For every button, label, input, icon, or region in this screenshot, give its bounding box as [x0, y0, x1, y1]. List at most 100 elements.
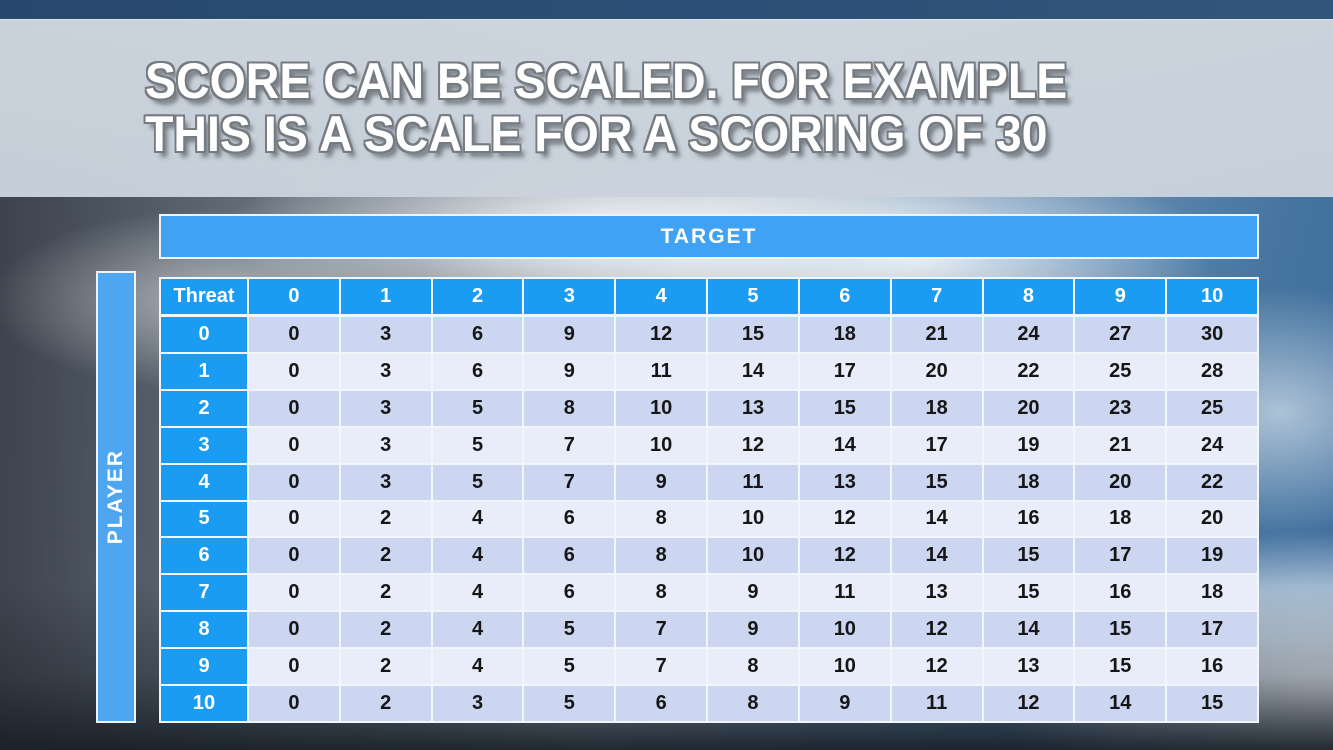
column-header: 2	[432, 279, 523, 314]
score-cell: 2	[340, 612, 431, 648]
score-cell: 18	[799, 317, 890, 352]
column-header: 0	[249, 279, 339, 314]
score-cell: 3	[340, 317, 431, 352]
score-cell: 11	[708, 464, 798, 500]
score-cell: 21	[1075, 427, 1166, 463]
row-header: 2	[161, 390, 247, 426]
score-cell: 27	[1075, 317, 1166, 352]
score-cell: 22	[1167, 464, 1257, 500]
score-cell: 15	[983, 575, 1074, 611]
score-cell: 15	[1167, 686, 1257, 721]
score-cell: 7	[616, 612, 707, 648]
score-cell: 6	[432, 353, 523, 389]
slide-title-line2: THIS IS A SCALE FOR A SCORING OF 30	[145, 106, 1048, 162]
score-cell: 24	[1167, 427, 1257, 463]
score-cell: 12	[891, 649, 982, 685]
score-cell: 2	[340, 575, 431, 611]
score-cell: 10	[708, 538, 798, 574]
score-cell: 15	[708, 317, 798, 352]
score-cell: 10	[799, 649, 890, 685]
score-cell: 12	[616, 317, 707, 352]
score-cell: 25	[1075, 353, 1166, 389]
row-header: 3	[161, 427, 247, 463]
column-header: 4	[616, 279, 707, 314]
score-cell: 8	[708, 649, 798, 685]
score-cell: 9	[708, 612, 798, 648]
score-cell: 9	[708, 575, 798, 611]
score-cell: 10	[799, 612, 890, 648]
score-cell: 0	[249, 686, 339, 721]
score-cell: 6	[616, 686, 707, 721]
row-header: 10	[161, 686, 247, 721]
score-cell: 19	[1167, 538, 1257, 574]
column-header: 3	[524, 279, 615, 314]
score-cell: 12	[891, 612, 982, 648]
score-cell: 2	[340, 501, 431, 537]
score-cell: 0	[249, 612, 339, 648]
score-cell: 7	[524, 464, 615, 500]
player-axis-bar: PLAYER	[96, 271, 136, 723]
score-cell: 15	[799, 390, 890, 426]
score-cell: 12	[799, 538, 890, 574]
score-cell: 16	[983, 501, 1074, 537]
score-cell: 13	[983, 649, 1074, 685]
score-cell: 19	[983, 427, 1074, 463]
score-cell: 4	[432, 575, 523, 611]
score-cell: 7	[616, 649, 707, 685]
title-band: SCORE CAN BE SCALED. FOR EXAMPLE THIS IS…	[0, 19, 1333, 197]
score-cell: 3	[340, 464, 431, 500]
score-cell: 14	[1075, 686, 1166, 721]
score-cell: 3	[432, 686, 523, 721]
row-header: 0	[161, 317, 247, 352]
score-cell: 0	[249, 353, 339, 389]
score-cell: 28	[1167, 353, 1257, 389]
score-cell: 15	[983, 538, 1074, 574]
score-cell: 0	[249, 575, 339, 611]
score-cell: 15	[1075, 612, 1166, 648]
score-cell: 3	[340, 390, 431, 426]
score-matrix-body: 0 0 3 6 9 12 15 18 21 24 27 30 1 0 3 6 9 11 14 17 20 22 25 28 2 0…	[161, 317, 1257, 721]
score-matrix-table: Threat 0 1 2 3 4 5 6 7 8 9 10 0 0 3 6 9 12 15 18 21 24 27 30 1 0…	[159, 277, 1259, 723]
score-cell: 0	[249, 390, 339, 426]
score-cell: 5	[524, 649, 615, 685]
score-cell: 2	[340, 538, 431, 574]
score-cell: 13	[891, 575, 982, 611]
slide-title: SCORE CAN BE SCALED. FOR EXAMPLE THIS IS…	[145, 55, 1067, 161]
score-cell: 2	[340, 686, 431, 721]
score-cell: 15	[891, 464, 982, 500]
score-cell: 17	[1167, 612, 1257, 648]
score-cell: 11	[891, 686, 982, 721]
row-header: 9	[161, 649, 247, 685]
score-cell: 22	[983, 353, 1074, 389]
corner-header: Threat	[161, 279, 247, 314]
score-cell: 18	[1075, 501, 1166, 537]
score-cell: 14	[708, 353, 798, 389]
score-cell: 6	[524, 575, 615, 611]
score-cell: 5	[524, 612, 615, 648]
score-matrix-header-row: Threat 0 1 2 3 4 5 6 7 8 9 10	[161, 279, 1257, 314]
score-cell: 12	[708, 427, 798, 463]
score-cell: 9	[616, 464, 707, 500]
score-cell: 17	[891, 427, 982, 463]
score-cell: 20	[1167, 501, 1257, 537]
column-header: 6	[799, 279, 890, 314]
row-header: 7	[161, 575, 247, 611]
score-cell: 20	[891, 353, 982, 389]
score-cell: 7	[524, 427, 615, 463]
row-header: 6	[161, 538, 247, 574]
score-cell: 2	[340, 649, 431, 685]
score-cell: 30	[1167, 317, 1257, 352]
score-cell: 0	[249, 317, 339, 352]
column-header: 10	[1167, 279, 1257, 314]
row-header: 1	[161, 353, 247, 389]
score-cell: 24	[983, 317, 1074, 352]
score-cell: 9	[799, 686, 890, 721]
score-cell: 10	[616, 427, 707, 463]
score-cell: 3	[340, 427, 431, 463]
score-cell: 8	[708, 686, 798, 721]
score-cell: 9	[524, 353, 615, 389]
column-header: 8	[983, 279, 1074, 314]
score-cell: 13	[799, 464, 890, 500]
score-cell: 0	[249, 649, 339, 685]
row-header: 8	[161, 612, 247, 648]
